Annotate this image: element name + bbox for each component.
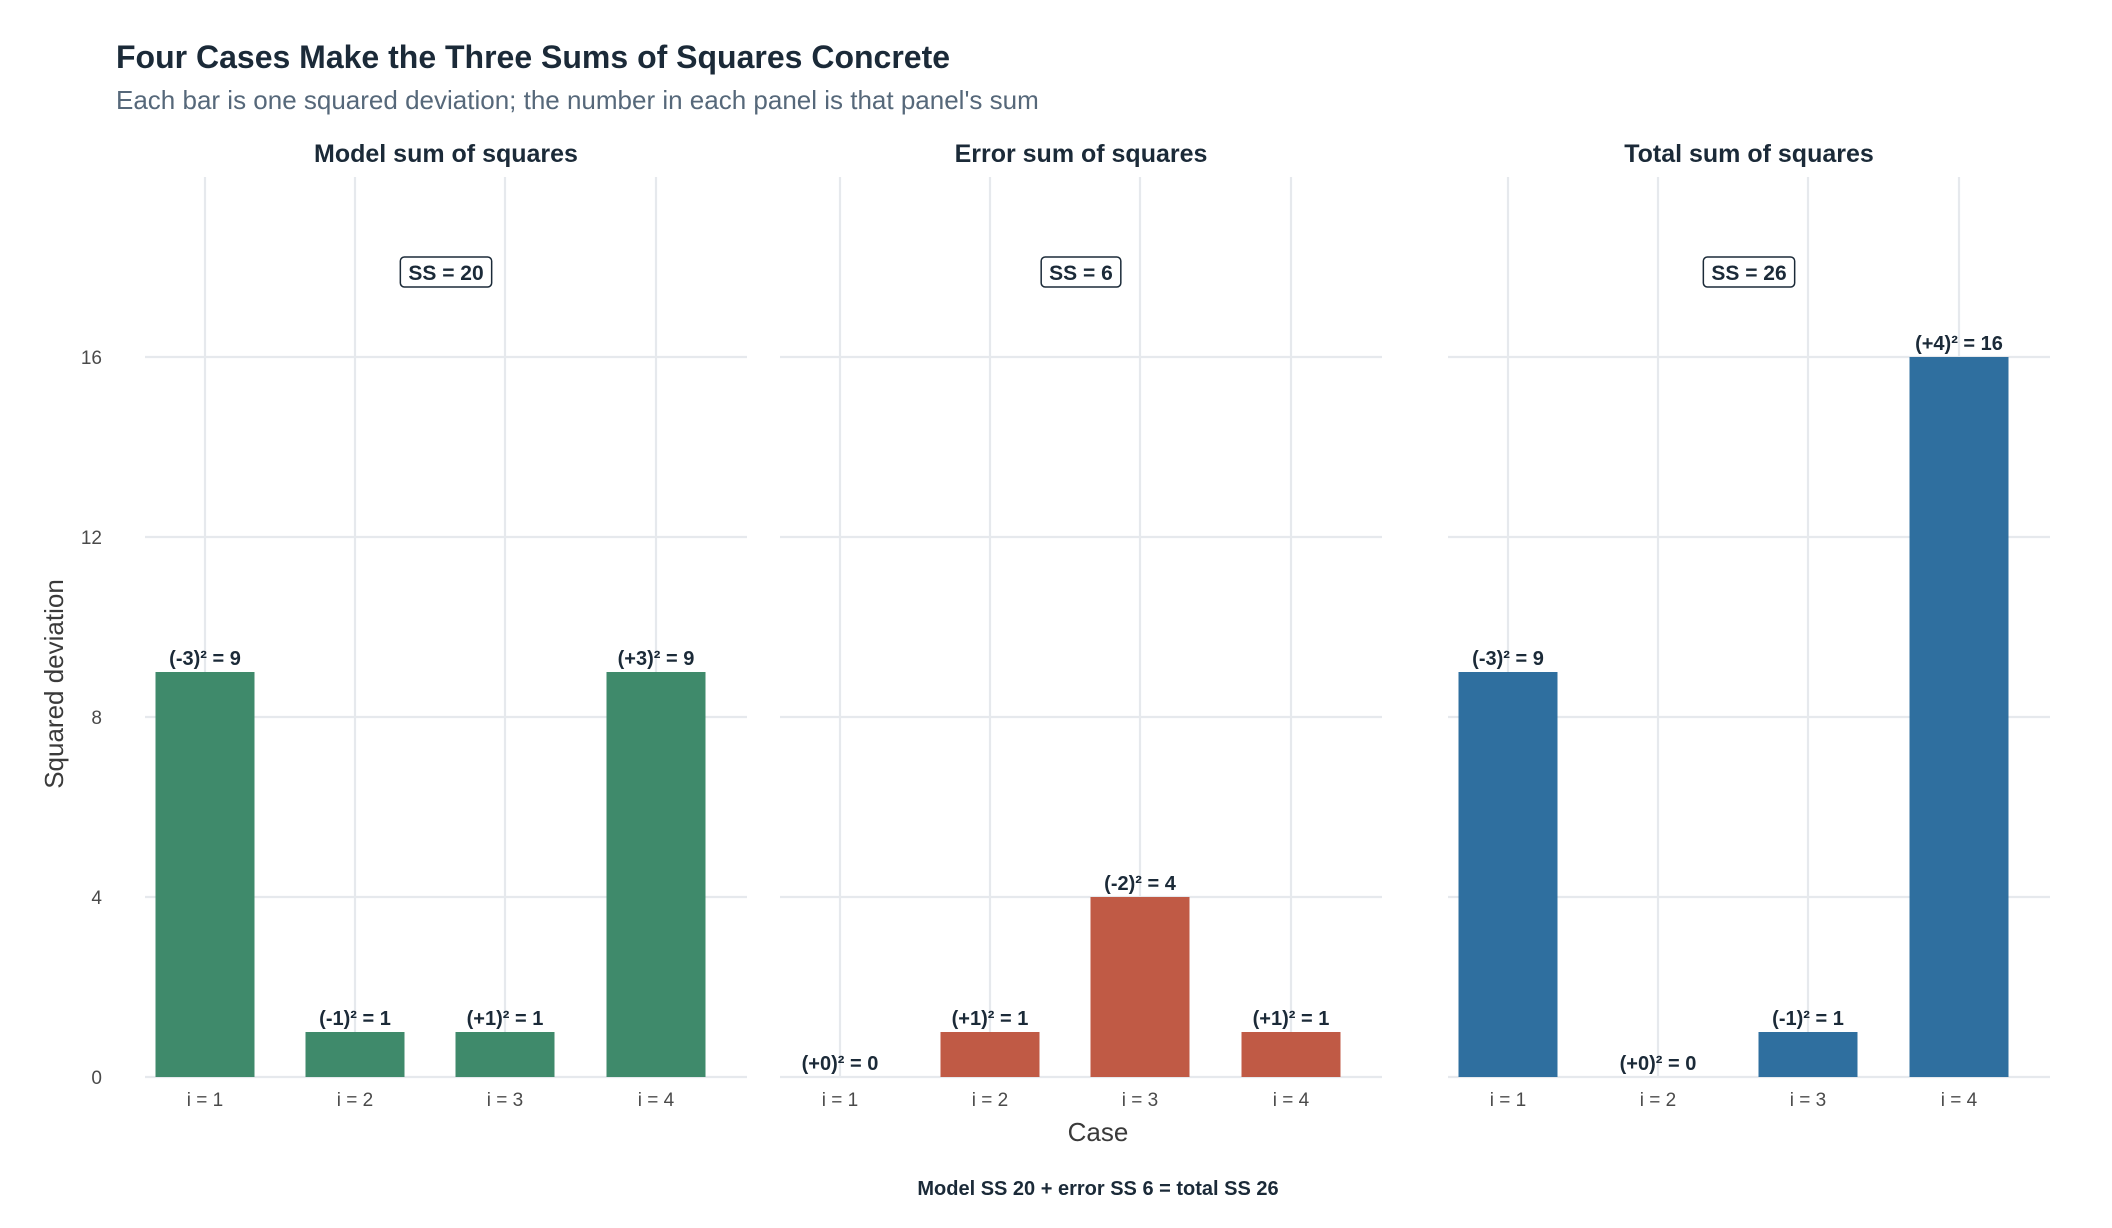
bar-label: (-2)² = 4 (1104, 873, 1177, 895)
bar (455, 1032, 555, 1077)
panel-title: Model sum of squares (314, 140, 578, 168)
bar-label: (-1)² = 1 (319, 1008, 391, 1030)
bar-label: (+3)² = 9 (618, 648, 695, 670)
bar-label: (+0)² = 0 (802, 1053, 879, 1075)
bar-label: (+4)² = 16 (1915, 333, 2003, 355)
ss-box (1040, 256, 1122, 288)
bar (155, 672, 255, 1077)
panel: Model sum of squares (-3)² = 9 i = 1 (-1)² … (145, 140, 747, 1111)
x-tick-label: i = 4 (1273, 1090, 1310, 1111)
y-tick-label: 8 (91, 708, 102, 729)
x-tick-label: i = 3 (1122, 1090, 1158, 1111)
bar (1241, 1032, 1341, 1077)
panel: Error sum of squares (+0)² = 0 i = 1 (+1)² … (780, 140, 1382, 1111)
bar (1458, 672, 1558, 1077)
y-axis-title: Squared deviation (39, 579, 69, 789)
bar-label: (-1)² = 1 (1772, 1008, 1844, 1030)
y-tick-label: 4 (91, 888, 102, 909)
y-tick-label: 0 (91, 1068, 102, 1089)
bar (1909, 357, 2009, 1077)
chart-subtitle: Each bar is one squared deviation; the n… (116, 85, 1039, 115)
y-tick-label: 16 (81, 348, 102, 369)
ss-label: SS = 26 (1711, 262, 1786, 285)
bar (1758, 1032, 1858, 1077)
x-tick-label: i = 3 (487, 1090, 523, 1111)
ss-label: SS = 20 (408, 262, 483, 285)
bar (305, 1032, 405, 1077)
y-tick-label: 12 (81, 528, 102, 549)
bar (940, 1032, 1040, 1077)
panel-title: Error sum of squares (955, 140, 1208, 168)
bar-label: (+0)² = 0 (1620, 1053, 1697, 1075)
bar-label: (+1)² = 1 (467, 1008, 544, 1030)
x-axis-title: Case (1068, 1117, 1129, 1147)
ss-annotation: SS = 6 (1040, 256, 1122, 288)
bar-label: (+1)² = 1 (1253, 1008, 1330, 1030)
x-tick-label: i = 3 (1790, 1090, 1826, 1111)
bar-label: (-3)² = 9 (169, 648, 241, 670)
y-axis: 0 4 8 12 16 (81, 348, 103, 1089)
x-tick-label: i = 2 (337, 1090, 373, 1111)
ss-box (399, 256, 493, 288)
ss-annotation: SS = 26 (1702, 256, 1796, 288)
ss-label: SS = 6 (1049, 262, 1113, 285)
bar-label: (-3)² = 9 (1472, 648, 1544, 670)
ss-box (1702, 256, 1796, 288)
x-tick-label: i = 4 (1941, 1090, 1978, 1111)
panel-title: Total sum of squares (1624, 140, 1874, 168)
ss-annotation: SS = 20 (399, 256, 493, 288)
x-tick-label: i = 2 (972, 1090, 1008, 1111)
x-tick-label: i = 1 (187, 1090, 223, 1111)
chart-title: Four Cases Make the Three Sums of Square… (116, 39, 950, 75)
bar-label: (+1)² = 1 (952, 1008, 1029, 1030)
x-tick-label: i = 1 (1490, 1090, 1526, 1111)
x-tick-label: i = 1 (822, 1090, 858, 1111)
bar (1090, 897, 1190, 1077)
x-tick-label: i = 2 (1640, 1090, 1676, 1111)
bar (606, 672, 706, 1077)
panel: Total sum of squares (-3)² = 9 i = 1 (+0)² … (1448, 140, 2050, 1111)
chart-caption: Model SS 20 + error SS 6 = total SS 26 (917, 1178, 1278, 1200)
panels: Model sum of squares (-3)² = 9 i = 1 (-1)² … (145, 140, 2050, 1111)
x-tick-label: i = 4 (638, 1090, 675, 1111)
